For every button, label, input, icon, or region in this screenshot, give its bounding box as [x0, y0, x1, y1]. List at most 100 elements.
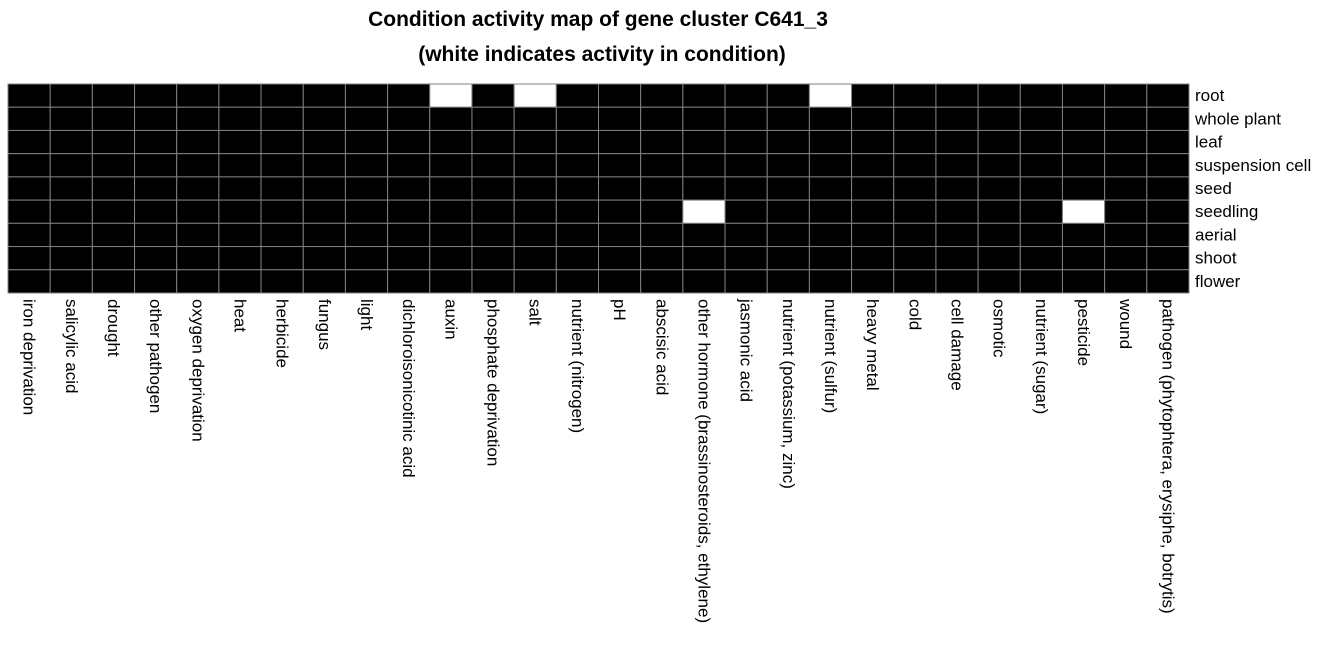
heatmap-cell [302, 83, 346, 108]
heatmap-cell [598, 199, 642, 224]
heatmap-cell [302, 153, 346, 178]
heatmap-cell [7, 106, 51, 131]
heatmap-cell [1146, 222, 1190, 248]
heatmap-cell [1019, 246, 1063, 271]
column-label: wound [1116, 298, 1135, 349]
heatmap-cell [640, 246, 684, 271]
heatmap-cell [851, 176, 895, 201]
heatmap-cell [808, 269, 853, 294]
heatmap-cell [302, 246, 346, 271]
heatmap-cell [851, 222, 895, 248]
heatmap-cell [555, 199, 599, 224]
heatmap-cell [176, 106, 220, 131]
heatmap-cell [218, 199, 262, 224]
heatmap-cell [682, 222, 726, 248]
heatmap-cell [513, 129, 557, 155]
heatmap-cell [935, 199, 979, 224]
heatmap-cell [260, 153, 304, 178]
heatmap-cell [724, 106, 768, 131]
heatmap-cell [471, 222, 515, 248]
row-label: aerial [1195, 225, 1237, 244]
heatmap-cell [640, 176, 684, 201]
heatmap-cell [1061, 106, 1106, 131]
heatmap-cell [893, 246, 937, 271]
heatmap-cell [555, 153, 599, 178]
heatmap-cell [471, 153, 515, 178]
heatmap-cell [218, 222, 262, 248]
heatmap-cell [344, 222, 389, 248]
heatmap-cell [766, 246, 810, 271]
heatmap-cell [1104, 222, 1148, 248]
heatmap-cell [935, 176, 979, 201]
heatmap-cell [91, 199, 136, 224]
heatmap-cell [555, 269, 599, 294]
row-label: suspension cell [1195, 156, 1311, 175]
heatmap-cell [49, 129, 93, 155]
heatmap-cell [218, 153, 262, 178]
heatmap-cell [471, 129, 515, 155]
heatmap-cell [218, 83, 262, 108]
heatmap-cell [555, 106, 599, 131]
heatmap-cell [471, 246, 515, 271]
row-label: root [1195, 86, 1225, 105]
heatmap-cell [935, 246, 979, 271]
heatmap-cell [851, 83, 895, 108]
heatmap-cell [7, 153, 51, 178]
heatmap-cell [851, 269, 895, 294]
heatmap-cell [302, 176, 346, 201]
heatmap-cell [260, 129, 304, 155]
heatmap-cell [387, 246, 431, 271]
heatmap-cell [91, 153, 136, 178]
heatmap-cell [134, 153, 178, 178]
heatmap-cell [49, 176, 93, 201]
heatmap-cell [766, 269, 810, 294]
heatmap-cell [7, 129, 51, 155]
heatmap-cell [134, 176, 178, 201]
heatmap-cell [429, 222, 473, 248]
heatmap-cell [555, 129, 599, 155]
heatmap-cell [344, 153, 389, 178]
heatmap-cell [640, 199, 684, 224]
heatmap-cell [682, 176, 726, 201]
heatmap-cell [1019, 106, 1063, 131]
heatmap-cell [851, 199, 895, 224]
heatmap-cell [1061, 222, 1106, 248]
heatmap-cell [935, 129, 979, 155]
heatmap-cell [724, 129, 768, 155]
heatmap-cell [344, 83, 389, 108]
heatmap-cell [91, 176, 136, 201]
heatmap-cell [1146, 106, 1190, 131]
heatmap-cell [302, 129, 346, 155]
heatmap-cell [1061, 269, 1106, 294]
heatmap-cell [1104, 83, 1148, 108]
heatmap-cell [302, 222, 346, 248]
column-label: pathogen (phytophtera, erysiphe, botryti… [1158, 299, 1177, 614]
heatmap-cell [1104, 246, 1148, 271]
heatmap-cell [218, 106, 262, 131]
heatmap-cell [724, 153, 768, 178]
heatmap-cell [724, 222, 768, 248]
heatmap-cell [7, 269, 51, 294]
heatmap-cell [682, 129, 726, 155]
heatmap-cell [7, 222, 51, 248]
heatmap-cell [513, 106, 557, 131]
heatmap-cell [808, 246, 853, 271]
heatmap-cell [640, 83, 684, 108]
heatmap-cell [808, 106, 853, 131]
column-label: heat [230, 299, 249, 332]
heatmap-cell [260, 176, 304, 201]
heatmap-cell [513, 269, 557, 294]
heatmap-cell [471, 106, 515, 131]
row-label: leaf [1195, 133, 1223, 152]
heatmap-cell [598, 222, 642, 248]
heatmap-cell [134, 129, 178, 155]
heatmap-cell [1019, 129, 1063, 155]
heatmap-cell [724, 83, 768, 108]
heatmap-cell [387, 222, 431, 248]
heatmap-cell [808, 176, 853, 201]
heatmap-cell [1104, 106, 1148, 131]
heatmap-cell [808, 83, 853, 108]
column-label: salicylic acid [62, 299, 81, 393]
heatmap-cells [7, 83, 1190, 294]
